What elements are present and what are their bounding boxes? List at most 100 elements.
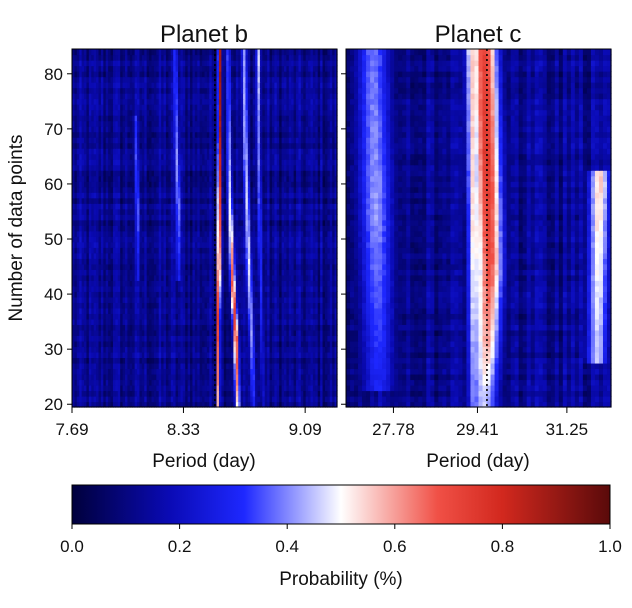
heatmap-cell (271, 296, 275, 303)
heatmap-cell (334, 340, 338, 348)
heatmap-cell (264, 241, 268, 248)
heatmap-cell (79, 291, 83, 298)
heatmap-cell (329, 291, 333, 298)
heatmap-cell (103, 373, 107, 381)
heatmap-cell (245, 302, 249, 309)
heatmap-cell (115, 351, 119, 359)
heatmap-cell (271, 357, 275, 364)
heatmap-cell (226, 351, 230, 359)
heatmap-cell (332, 362, 336, 370)
heatmap-cell (105, 258, 109, 265)
heatmap-cell (329, 379, 333, 386)
heatmap-cell (252, 230, 256, 237)
heatmap-cell (88, 368, 92, 375)
heatmap-cell (211, 368, 215, 375)
heatmap-cell (288, 230, 292, 237)
heatmap-cell (180, 329, 184, 336)
heatmap-cell (72, 225, 76, 232)
heatmap-cell (197, 351, 201, 359)
heatmap-cell (281, 313, 285, 320)
heatmap-cell (247, 335, 251, 342)
heatmap-cell (250, 318, 254, 325)
heatmap-cell (175, 324, 179, 331)
heatmap-cell (315, 252, 319, 259)
heatmap-cell (153, 280, 157, 287)
heatmap-cell (134, 362, 138, 370)
heatmap-cell (79, 357, 83, 364)
heatmap-cell (228, 401, 232, 408)
heatmap-cell (223, 340, 227, 348)
heatmap-cell (240, 241, 244, 248)
heatmap-cell (132, 291, 136, 298)
heatmap-cell (115, 362, 119, 370)
heatmap-cell (233, 230, 237, 237)
heatmap-cell (156, 269, 160, 276)
heatmap-cell (324, 368, 328, 375)
heatmap-cell (197, 263, 201, 270)
heatmap-cell (122, 368, 126, 375)
heatmap-cell (291, 280, 295, 287)
heatmap-cell (110, 258, 114, 265)
heatmap-cell (206, 291, 210, 298)
heatmap-cell (259, 324, 263, 331)
heatmap-cell (81, 285, 85, 292)
heatmap-cell (139, 263, 143, 270)
heatmap-cell (127, 236, 131, 243)
heatmap-cell (93, 318, 97, 325)
heatmap-cell (308, 258, 312, 265)
heatmap-cell (182, 313, 186, 320)
heatmap-cell (221, 230, 225, 237)
heatmap-cell (98, 318, 102, 325)
heatmap-cell (84, 318, 88, 325)
heatmap-cell (98, 362, 102, 370)
heatmap-cell (303, 373, 307, 381)
heatmap-cell (137, 362, 141, 370)
heatmap-cell (72, 285, 76, 292)
heatmap-cell (281, 324, 285, 331)
heatmap-cell (74, 395, 78, 403)
heatmap-cell (163, 236, 167, 243)
heatmap-cell (137, 274, 141, 281)
heatmap-cell (327, 373, 331, 381)
heatmap-cell (199, 357, 203, 364)
heatmap-cell (190, 335, 194, 342)
heatmap-cell (211, 247, 215, 254)
heatmap-cell (190, 241, 194, 248)
heatmap-cell (180, 395, 184, 403)
heatmap-cell (79, 373, 83, 381)
heatmap-cell (190, 395, 194, 403)
heatmap-cell (190, 252, 194, 259)
heatmap-cell (161, 258, 165, 265)
heatmap-cell (144, 247, 148, 254)
heatmap-cell (129, 291, 133, 298)
heatmap-cell (170, 346, 174, 353)
heatmap-cell (334, 324, 338, 331)
heatmap-cell (165, 324, 169, 331)
heatmap-cell (247, 346, 251, 353)
heatmap-cell (88, 263, 92, 270)
heatmap-cell (168, 362, 172, 370)
heatmap-cell (79, 258, 83, 265)
heatmap-cell (315, 395, 319, 403)
heatmap-cell (293, 351, 297, 359)
heatmap-cell (255, 263, 259, 270)
heatmap-cell (218, 307, 222, 314)
heatmap-cell (74, 230, 78, 237)
heatmap-cell (245, 307, 249, 314)
heatmap-cell (103, 285, 107, 292)
heatmap-cell (279, 390, 283, 397)
heatmap-cell (93, 357, 97, 364)
heatmap-cell (317, 313, 321, 320)
heatmap-cell (175, 335, 179, 342)
heatmap-cell (192, 401, 196, 408)
heatmap-cell (91, 302, 95, 309)
heatmap-cell (103, 307, 107, 314)
heatmap-cell (153, 362, 157, 370)
heatmap-cell (105, 291, 109, 298)
heatmap-cell (132, 401, 136, 408)
heatmap-cell (163, 296, 167, 303)
heatmap-cell (279, 252, 283, 259)
heatmap-cell (231, 274, 235, 281)
heatmap-cell (317, 384, 321, 392)
heatmap-cell (199, 324, 203, 331)
